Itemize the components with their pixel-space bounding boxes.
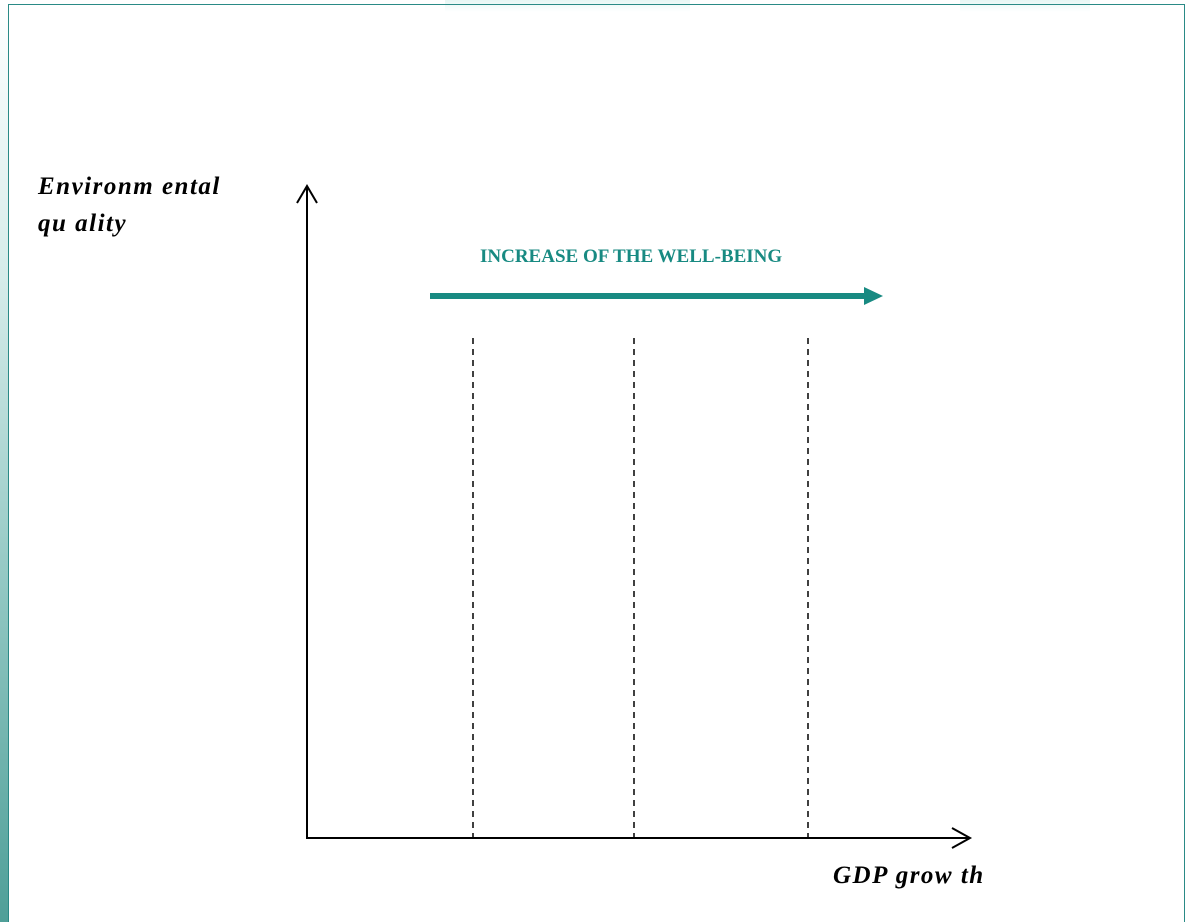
y-axis-arrowhead [296,184,318,204]
x-axis-arrowhead [951,827,973,849]
well-being-arrowhead [864,287,883,305]
frame-left [8,4,9,922]
well-being-label: INCREASE OF THE WELL-BEING [480,246,783,267]
y-axis-label: Environm ental qu ality [38,168,221,242]
x-axis-label: GDP grow th [833,862,985,889]
frame-right [1184,4,1185,922]
frame-top [8,4,1185,5]
left-gradient-bar [0,0,9,922]
y-axis-label-line1: Environm ental [38,173,221,200]
top-glow-left [445,0,690,12]
y-axis-label-line2: qu ality [38,210,128,237]
top-glow-right [960,0,1090,12]
